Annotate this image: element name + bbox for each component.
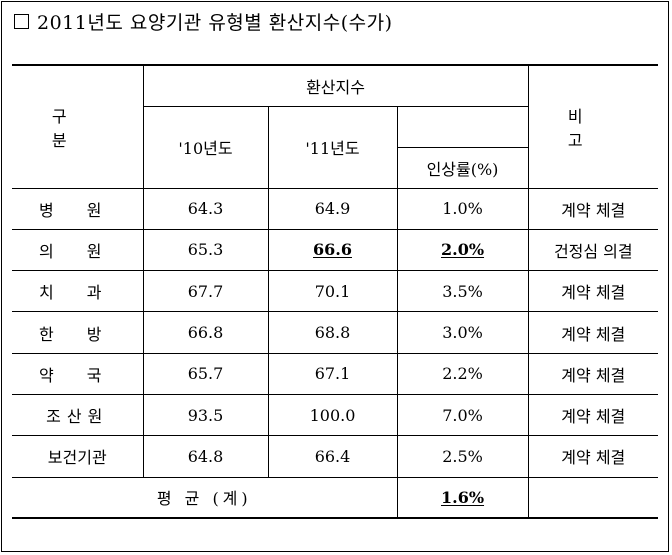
row-category-label: 의 원 (38, 241, 116, 261)
average-rate: 1.6% (396, 476, 529, 520)
table-row: 약 국 65.7 67.1 2.2% 계약 체결 (12, 352, 659, 395)
row-category: 약 국 (12, 352, 144, 395)
header-year-2011: '11년도 (267, 105, 398, 189)
row-2011: 66.4 (267, 435, 398, 478)
row-category: 보건기관 (12, 435, 144, 478)
table-row: 치 과 67.7 70.1 3.5% 계약 체결 (12, 270, 659, 313)
row-2010: 65.7 (142, 352, 269, 395)
row-rate: 2.0% (396, 228, 529, 272)
row-category: 의 원 (12, 228, 144, 272)
row-category-label: 한 방 (38, 324, 116, 344)
row-rate: 1.0% (396, 187, 529, 230)
row-category: 병 원 (12, 187, 144, 230)
row-2011: 100.0 (267, 393, 398, 437)
header-remarks: 비 고 (527, 64, 659, 189)
row-2011: 66.6 (267, 228, 398, 272)
row-2010: 64.8 (142, 435, 269, 478)
row-2011: 64.9 (267, 187, 398, 230)
row-2010: 66.8 (142, 311, 269, 354)
average-label-text: 평 균 (계) (156, 489, 252, 509)
row-category-label: 치 과 (38, 283, 116, 303)
average-rate-emphasis: 1.6% (440, 487, 485, 507)
average-remark (527, 476, 659, 520)
row-category: 치 과 (12, 270, 144, 313)
row-2011: 67.1 (267, 352, 398, 395)
table-row: 조산원 93.5 100.0 7.0% 계약 체결 (12, 393, 659, 437)
table-row: 병 원 64.3 64.9 1.0% 계약 체결 (12, 187, 659, 230)
row-remark: 계약 체결 (527, 311, 659, 354)
row-category-label: 약 국 (38, 365, 116, 385)
row-2010: 65.3 (142, 228, 269, 272)
row-remark: 계약 체결 (527, 393, 659, 437)
row-rate: 2.5% (396, 435, 529, 478)
row-2010: 64.3 (142, 187, 269, 230)
row-category-label: 병 원 (38, 200, 116, 220)
row-2011: 70.1 (267, 270, 398, 313)
table-row: 의 원 65.3 66.6 2.0% 건정심 의결 (12, 228, 659, 272)
table-row: 한 방 66.8 68.8 3.0% 계약 체결 (12, 311, 659, 354)
conversion-index-table: 구 분 환산지수 비 고 '10년도 '11년도 인상률(%) 병 원 64.3… (12, 64, 659, 520)
row-2010: 93.5 (142, 393, 269, 437)
row-category: 조산원 (12, 393, 144, 437)
row-rate: 2.2% (396, 352, 529, 395)
table-row: 보건기관 64.8 66.4 2.5% 계약 체결 (12, 435, 659, 478)
header-rate-spacer (396, 106, 529, 148)
header-remarks-label: 비 고 (567, 106, 619, 150)
checkbox-square-icon (14, 13, 29, 29)
row-rate-emphasis: 2.0% (440, 240, 485, 260)
row-rate: 7.0% (396, 393, 529, 437)
row-category-label: 조산원 (46, 407, 109, 427)
header-year-2010: '10년도 (142, 105, 269, 189)
header-category: 구 분 (12, 64, 144, 189)
title-text: 2011년도 요양기관 유형별 환산지수(수가) (37, 11, 393, 34)
row-rate: 3.0% (396, 311, 529, 354)
document-title: 2011년도 요양기관 유형별 환산지수(수가) (14, 6, 393, 36)
row-remark: 계약 체결 (527, 435, 659, 478)
row-remark: 계약 체결 (527, 187, 659, 230)
row-remark: 계약 체결 (527, 270, 659, 313)
header-increase-rate: 인상률(%) (396, 146, 529, 189)
row-rate: 3.5% (396, 270, 529, 313)
row-remark: 계약 체결 (527, 352, 659, 395)
row-2010: 67.7 (142, 270, 269, 313)
row-2011-emphasis: 66.6 (313, 240, 352, 260)
row-2011: 68.8 (267, 311, 398, 354)
average-row: 평 균 (계) 1.6% (12, 476, 659, 520)
header-conversion-index: 환산지수 (142, 64, 529, 107)
average-label: 평 균 (계) (12, 476, 398, 520)
row-category: 한 방 (12, 311, 144, 354)
row-remark: 건정심 의결 (527, 228, 659, 272)
header-category-label: 구 분 (51, 106, 103, 150)
